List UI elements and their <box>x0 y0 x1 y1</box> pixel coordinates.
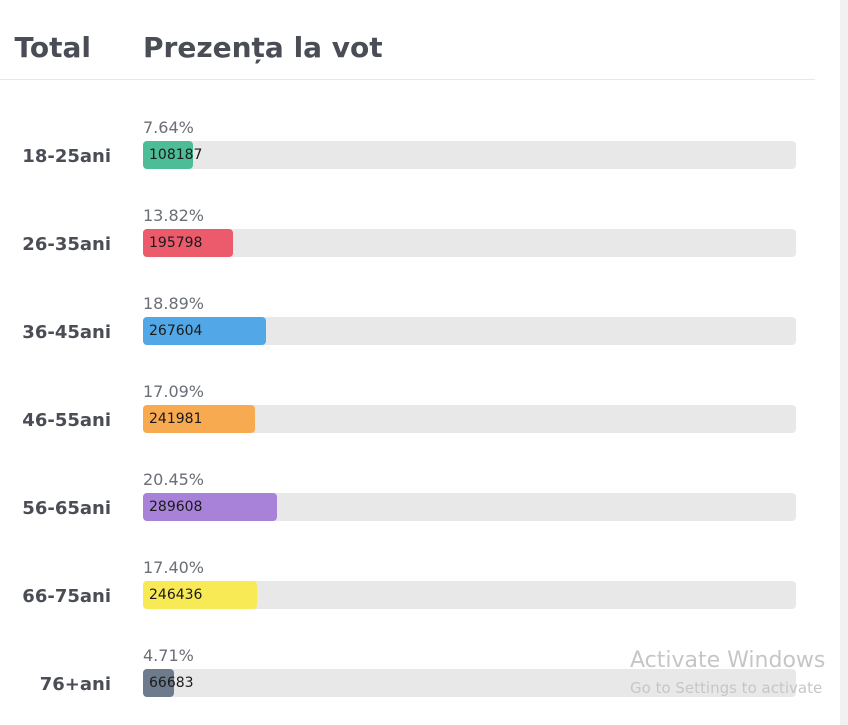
bar-value-label: 108187 <box>149 147 203 163</box>
percent-label: 17.40% <box>143 558 205 577</box>
bar-track: 195798 <box>143 229 796 257</box>
chart-row: 56-65ani 20.45% 289608 <box>0 470 815 530</box>
percent-label: 13.82% <box>143 206 205 225</box>
bar-value-label: 267604 <box>149 323 203 339</box>
watermark-title: Activate Windows <box>630 648 826 673</box>
bar <box>143 669 174 697</box>
percent-label: 4.71% <box>143 646 194 665</box>
percent-label: 7.64% <box>143 118 194 137</box>
page-title: Prezența la vot <box>143 31 383 64</box>
bar <box>143 229 233 257</box>
category-label: 36-45ani <box>22 322 111 343</box>
category-label: 26-35ani <box>22 234 111 255</box>
chart-row: 46-55ani 17.09% 241981 <box>0 382 815 442</box>
bar-value-label: 289608 <box>149 499 203 515</box>
chart-row: 36-45ani 18.89% 267604 <box>0 294 815 354</box>
bar <box>143 405 255 433</box>
total-label: Total <box>14 31 92 64</box>
scrollbar[interactable] <box>840 0 848 725</box>
bar <box>143 141 193 169</box>
watermark-subtitle: Go to Settings to activate <box>630 679 823 697</box>
bar <box>143 317 266 345</box>
category-label: 18-25ani <box>22 146 111 167</box>
windows-activation-watermark: Activate Windows Go to Settings to activ… <box>630 648 825 697</box>
bar-value-label: 66683 <box>149 675 194 691</box>
bar-track: 66683 <box>143 669 796 697</box>
percent-label: 17.09% <box>143 382 205 401</box>
chart-row: 18-25ani 7.64% 108187 <box>0 118 815 178</box>
bar-track: 289608 <box>143 493 796 521</box>
bar-track: 108187 <box>143 141 796 169</box>
chart-row: 66-75ani 17.40% 246436 <box>0 558 815 618</box>
bar <box>143 581 257 609</box>
category-label: 66-75ani <box>22 586 111 607</box>
chart-row: 26-35ani 13.82% 195798 <box>0 206 815 266</box>
category-label: 46-55ani <box>22 410 111 431</box>
percent-label: 18.89% <box>143 294 205 313</box>
bar-value-label: 241981 <box>149 411 203 427</box>
header: Total Prezența la vot <box>0 0 815 80</box>
category-label: 56-65ani <box>22 498 111 519</box>
bar-track: 246436 <box>143 581 796 609</box>
bar-value-label: 246436 <box>149 587 203 603</box>
bar-value-label: 195798 <box>149 235 203 251</box>
bar-track: 267604 <box>143 317 796 345</box>
bar-track: 241981 <box>143 405 796 433</box>
percent-label: 20.45% <box>143 470 205 489</box>
chart-row: 76+ani 4.71% 66683 <box>0 646 815 706</box>
bar <box>143 493 277 521</box>
category-label: 76+ani <box>39 674 111 695</box>
